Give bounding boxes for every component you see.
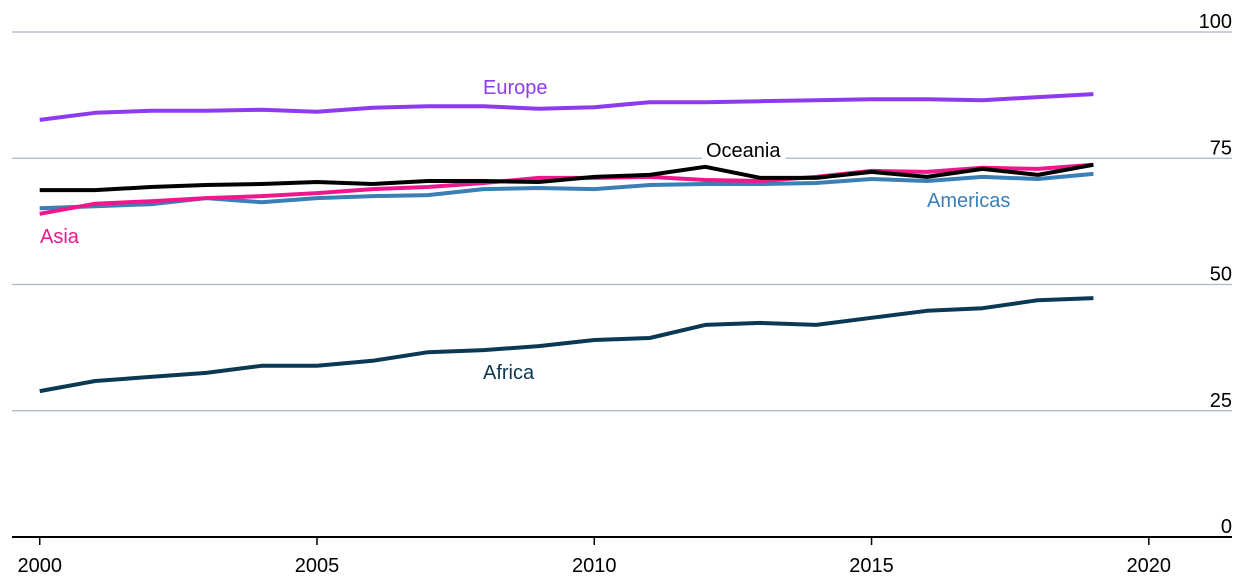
- label-background: [702, 140, 786, 162]
- x-tick-label: 2010: [572, 555, 617, 576]
- line: [39, 92, 1094, 122]
- label-background: [479, 77, 552, 99]
- label-background: [479, 362, 539, 384]
- y-tick-label: 50: [1210, 264, 1232, 286]
- series-label: Africa: [483, 362, 535, 384]
- x-tick-label: 2005: [295, 555, 340, 576]
- label-background: [36, 226, 84, 248]
- series-label: Americas: [927, 190, 1010, 212]
- x-tick-label: 2020: [1127, 555, 1172, 576]
- label-background: [923, 190, 1015, 212]
- series-label: Europe: [483, 77, 548, 99]
- y-tick-label: 75: [1210, 137, 1232, 159]
- line: [39, 296, 1094, 394]
- y-tick-label: 100: [1199, 11, 1232, 33]
- series-label: Oceania: [706, 140, 781, 162]
- y-tick-label: 25: [1210, 390, 1232, 412]
- x-tick-label: 2000: [17, 555, 62, 576]
- x-tick-label: 2015: [849, 555, 894, 576]
- series-label: Asia: [40, 226, 80, 248]
- y-tick-label: 0: [1221, 516, 1232, 538]
- line: [39, 162, 1094, 193]
